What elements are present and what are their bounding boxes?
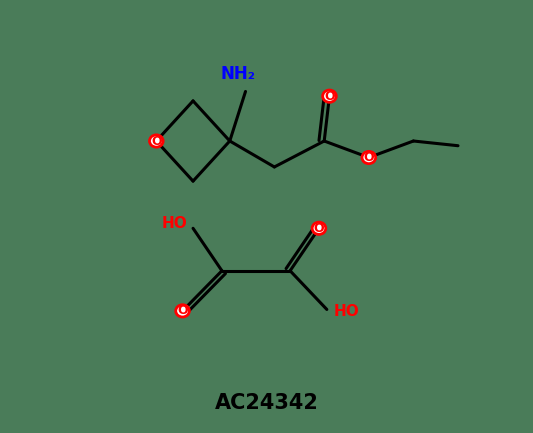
Text: O: O (324, 90, 335, 103)
Circle shape (149, 135, 163, 147)
Circle shape (312, 222, 326, 234)
Circle shape (322, 90, 336, 102)
Text: O: O (364, 151, 374, 164)
Text: O: O (151, 135, 161, 148)
Text: O: O (177, 304, 188, 317)
Circle shape (176, 305, 189, 317)
Text: HO: HO (162, 216, 188, 231)
Text: HO: HO (334, 304, 360, 319)
Text: NH₂: NH₂ (220, 65, 255, 83)
Text: AC24342: AC24342 (215, 393, 318, 413)
Circle shape (362, 152, 376, 164)
Text: O: O (313, 222, 324, 235)
